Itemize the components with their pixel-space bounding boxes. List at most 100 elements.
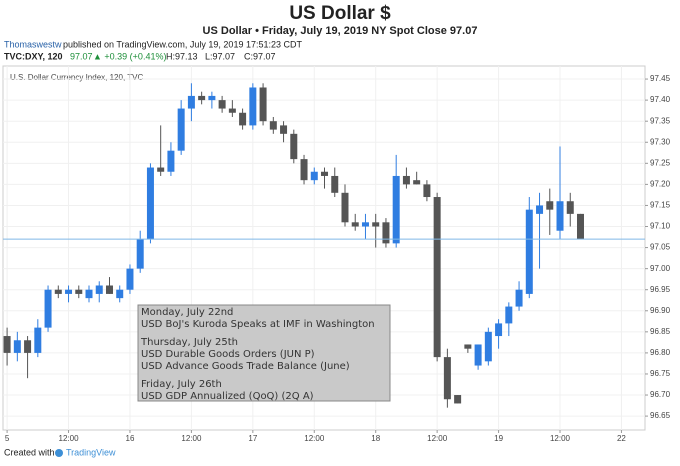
candle-body [464, 344, 472, 349]
candle-body [239, 112, 247, 126]
annotation-line: Monday, July 22nd [141, 307, 233, 318]
y-tick-label: 97.00 [650, 264, 671, 273]
annotation-line: Friday, July 26th [141, 379, 222, 390]
annotation-line: USD BoJ's Kuroda Speaks at IMF in Washin… [141, 319, 375, 330]
publisher[interactable]: Thomaswestw [4, 39, 62, 49]
candle-body [228, 108, 236, 113]
candle-body [361, 222, 369, 227]
brand-icon [55, 449, 63, 457]
y-tick-label: 96.75 [650, 369, 671, 378]
candle-body [454, 395, 462, 404]
candle-body [95, 285, 103, 294]
candle-body [269, 121, 277, 130]
candle-body [198, 95, 206, 101]
candle-body [402, 175, 410, 185]
candle-body [423, 184, 431, 198]
page-subtitle: US Dollar • Friday, July 19, 2019 NY Spo… [203, 25, 478, 37]
x-tick-label: 12:00 [59, 434, 80, 443]
candle-body [116, 289, 124, 299]
annotation-box [137, 304, 391, 402]
candle-body [44, 289, 52, 328]
candle-body [413, 180, 421, 185]
change: ▲ +0.39 (+0.41%) [93, 51, 166, 61]
y-tick-label: 96.90 [650, 306, 671, 315]
candle-body [515, 289, 523, 307]
candle-body [218, 100, 226, 109]
annotation-line: USD Durable Goods Orders (JUN P) [141, 349, 315, 360]
candle-body [372, 222, 380, 227]
footer-brand[interactable]: TradingView [66, 447, 116, 457]
candle-body [546, 201, 554, 210]
candle-body [280, 125, 288, 134]
y-tick-label: 97.05 [650, 243, 671, 252]
candle-body [300, 159, 308, 181]
candle-body [505, 306, 513, 324]
candle-body [208, 95, 216, 101]
low: L:97.07 [205, 51, 235, 61]
symbol: TVC:DXY, 120 [4, 51, 63, 61]
candle-body [187, 95, 195, 109]
candle-body [351, 222, 359, 227]
candle-body [484, 331, 492, 362]
candle-body [566, 201, 574, 214]
y-tick-label: 96.65 [650, 411, 671, 420]
x-tick-label: 17 [248, 434, 257, 443]
candle-body [525, 209, 533, 294]
candle-body [157, 167, 165, 172]
annotation-line: USD Advance Goods Trade Balance (June) [141, 361, 350, 372]
y-tick-label: 96.70 [650, 390, 671, 399]
y-tick-label: 97.15 [650, 201, 671, 210]
candle-body [443, 357, 451, 400]
candle-body [249, 87, 257, 126]
x-tick-label: 12:00 [427, 434, 448, 443]
chart-title: U.S. Dollar Currency Index, 120, TVC [10, 73, 143, 82]
candle-body [146, 167, 154, 240]
x-tick-label: 19 [494, 434, 503, 443]
candle-body [85, 289, 93, 299]
candle-body [167, 150, 175, 172]
candle-body [126, 268, 134, 290]
candle-body [105, 285, 113, 294]
x-tick-label: 18 [371, 434, 380, 443]
candle-body [13, 340, 21, 353]
x-tick-label: 16 [126, 434, 135, 443]
candle-body [310, 171, 318, 181]
candle-body [433, 197, 441, 358]
candle-body [177, 108, 185, 151]
candle-body [290, 133, 298, 160]
candle-body [54, 289, 62, 294]
candle-body [495, 323, 503, 337]
candle-body [259, 87, 267, 122]
y-tick-label: 97.30 [650, 137, 671, 146]
y-tick-label: 97.35 [650, 116, 671, 125]
x-tick-label: 5 [5, 434, 10, 443]
x-tick-label: 12:00 [304, 434, 325, 443]
y-tick-label: 97.10 [650, 222, 671, 231]
y-tick-label: 97.20 [650, 179, 671, 188]
candle-body [474, 344, 482, 366]
footer-created: Created with [4, 447, 55, 457]
candle-body [34, 327, 42, 353]
candle-body [341, 192, 349, 223]
x-tick-label: 12:00 [550, 434, 571, 443]
published: published on TradingView.com, July 19, 2… [63, 39, 302, 49]
x-tick-label: 12:00 [181, 434, 202, 443]
candle-body [382, 222, 390, 244]
y-tick-label: 97.40 [650, 95, 671, 104]
candle-body [331, 175, 339, 193]
last-price: 97.07 [70, 51, 93, 61]
candle-body [321, 171, 329, 176]
candle-body [24, 340, 32, 353]
annotation-line: Thursday, July 25th [140, 337, 238, 348]
candle-body [3, 336, 11, 353]
x-tick-label: 22 [617, 434, 626, 443]
y-tick-label: 97.45 [650, 74, 671, 83]
y-tick-label: 96.80 [650, 348, 671, 357]
y-tick-label: 96.85 [650, 327, 671, 336]
y-tick-label: 96.95 [650, 285, 671, 294]
candle-body [556, 201, 564, 231]
candle-body [392, 175, 400, 244]
page-title: US Dollar $ [289, 3, 391, 24]
candle-body [65, 289, 73, 294]
annotation-line: USD GDP Annualized (QoQ) (2Q A) [141, 391, 314, 402]
